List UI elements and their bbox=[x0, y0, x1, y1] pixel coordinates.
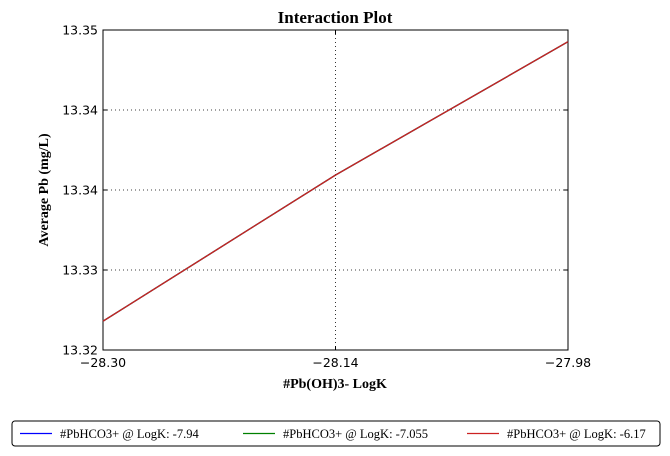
legend-label: #PbHCO3+ @ LogK: -7.055 bbox=[283, 427, 428, 441]
legend-box bbox=[11, 420, 661, 447]
legend-label: #PbHCO3+ @ LogK: -6.17 bbox=[507, 427, 646, 441]
y-tick-label: 13.35 bbox=[62, 23, 98, 38]
series-line bbox=[102, 41, 569, 322]
y-tick-label: 13.32 bbox=[62, 343, 98, 358]
series-line bbox=[102, 41, 569, 322]
grid-lines bbox=[103, 30, 568, 350]
y-tick-label: 13.34 bbox=[62, 103, 98, 118]
axis-ticks: −28.30 −28.14 −27.98 13.32 13.33 13.34 13.34 13… bbox=[62, 23, 591, 371]
series-line bbox=[102, 41, 569, 322]
chart-title: Interaction Plot bbox=[278, 8, 393, 27]
y-axis-label: Average Pb (mg/L) bbox=[37, 133, 52, 247]
x-axis-label: #Pb(OH)3- LogK bbox=[283, 377, 387, 392]
x-tick-label: −28.30 bbox=[80, 355, 126, 370]
x-tick-label: −27.98 bbox=[545, 355, 591, 370]
series-lines bbox=[102, 41, 569, 322]
x-tick-label: −28.14 bbox=[312, 355, 358, 370]
legend: #PbHCO3+ @ LogK: -7.94 #PbHCO3+ @ LogK: -… bbox=[11, 420, 661, 447]
y-tick-label: 13.33 bbox=[62, 263, 98, 278]
legend-label: #PbHCO3+ @ LogK: -7.94 bbox=[60, 427, 199, 441]
y-tick-label: 13.34 bbox=[62, 183, 98, 198]
